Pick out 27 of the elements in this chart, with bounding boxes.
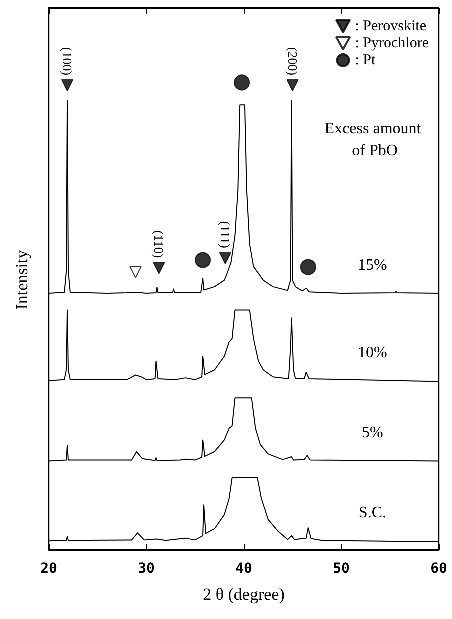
- point: [219, 252, 232, 264]
- y-axis-title: Intensity: [12, 250, 32, 310]
- annotation: 15%: [358, 256, 388, 274]
- point: [130, 266, 142, 278]
- x-tick-label: 30: [138, 561, 155, 577]
- annotation: S.C.: [358, 504, 386, 522]
- legend-label: : Pyrochlore: [355, 36, 430, 52]
- annotation: (110): [152, 230, 167, 258]
- point: [195, 252, 212, 268]
- point: [62, 80, 74, 92]
- annotation: 5%: [362, 424, 384, 442]
- legend-label: : Pt: [355, 52, 377, 68]
- x-axis-title: 2 θ (degree): [203, 585, 285, 604]
- legend-label: : Perovskite: [355, 18, 427, 34]
- point: [153, 262, 166, 274]
- x-tick-label: 50: [333, 561, 350, 577]
- annotation: (100): [60, 47, 76, 76]
- point: [286, 80, 299, 92]
- annotation: Excess amount of PbO: [324, 120, 426, 160]
- annotation: (200): [285, 47, 300, 76]
- x-tick-label: 40: [236, 561, 252, 577]
- point: [300, 259, 316, 276]
- x-tick-label: 60: [430, 561, 448, 577]
- point: [234, 74, 250, 91]
- x-tick-label: 20: [40, 561, 58, 577]
- annotation: (111): [218, 221, 233, 248]
- annotation: 10%: [358, 344, 388, 362]
